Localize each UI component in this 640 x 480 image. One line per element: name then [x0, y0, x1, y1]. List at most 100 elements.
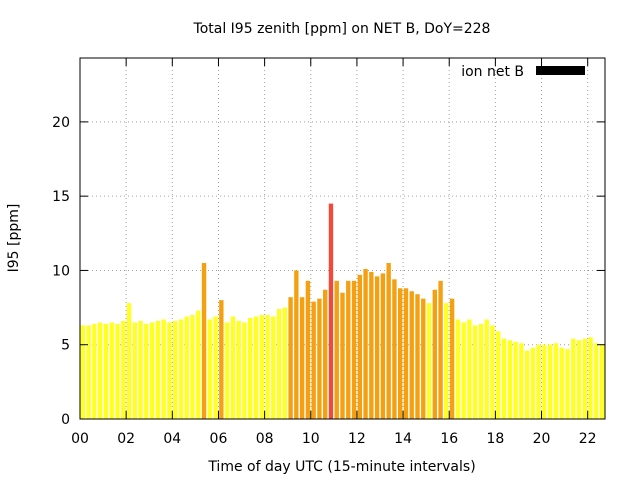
- bar: [299, 297, 305, 419]
- bar: [501, 338, 507, 419]
- bar: [224, 322, 230, 419]
- bar: [115, 323, 120, 419]
- bar: [421, 298, 426, 419]
- bar: [213, 316, 218, 419]
- bar: [594, 343, 599, 419]
- bar: [276, 309, 282, 419]
- bar: [242, 322, 247, 419]
- x-tick-label: 00: [71, 431, 89, 447]
- bar: [478, 323, 484, 419]
- bar: [553, 343, 559, 419]
- bar: [380, 273, 386, 419]
- bar: [271, 316, 276, 419]
- bar: [513, 341, 518, 419]
- x-tick-label: 22: [579, 431, 597, 447]
- bar: [178, 319, 184, 419]
- bar: [282, 307, 287, 419]
- bar: [484, 319, 489, 419]
- bar: [392, 279, 397, 419]
- bar: [340, 292, 345, 419]
- bar: [288, 297, 293, 419]
- bar: [548, 344, 553, 419]
- x-axis-ticks: 00 02 04 06 08 10 12 14 16 18 20 22: [71, 58, 597, 447]
- bar: [369, 271, 374, 419]
- bar: [201, 263, 207, 419]
- x-tick-label: 06: [210, 431, 228, 447]
- bar: [386, 263, 391, 419]
- bar: [438, 280, 443, 419]
- y-tick-label: 0: [61, 412, 70, 428]
- bar: [576, 340, 582, 419]
- bar: [167, 322, 172, 419]
- x-tick-label: 14: [394, 431, 412, 447]
- bar: [305, 280, 311, 419]
- x-tick-label: 10: [302, 431, 320, 447]
- bar: [155, 320, 161, 419]
- bar: [403, 288, 409, 419]
- bar: [92, 323, 97, 419]
- legend-label: ion net B: [461, 64, 524, 80]
- bar: [207, 319, 212, 419]
- bar: [328, 203, 334, 419]
- bar: [530, 347, 536, 419]
- bar: [374, 276, 380, 419]
- plot-frame: [79, 57, 606, 420]
- bar: [542, 344, 547, 419]
- bar: [363, 268, 368, 419]
- bar: [565, 349, 570, 419]
- bar: [559, 347, 564, 419]
- legend: ion net B: [461, 64, 585, 80]
- bar: [161, 319, 166, 419]
- bar: [144, 323, 149, 419]
- y-tick-label: 10: [52, 263, 70, 279]
- bar: [196, 310, 201, 419]
- x-tick-label: 04: [163, 431, 181, 447]
- x-tick-label: 16: [440, 431, 458, 447]
- bar: [357, 274, 362, 419]
- y-tick-label: 20: [52, 115, 70, 131]
- gridlines: [80, 58, 605, 419]
- bar-series: [80, 203, 605, 419]
- bar: [473, 325, 478, 419]
- bar: [346, 280, 351, 419]
- x-tick-label: 02: [117, 431, 135, 447]
- bar: [524, 350, 530, 419]
- y-tick-label: 15: [52, 189, 70, 205]
- y-axis-ticks: 0 5 10 15 20: [52, 115, 605, 428]
- bar: [449, 298, 455, 419]
- bar: [334, 280, 339, 419]
- bar: [184, 316, 189, 419]
- bar: [455, 319, 461, 419]
- bar: [588, 337, 593, 419]
- bar: [536, 344, 541, 419]
- bar: [265, 315, 270, 419]
- legend-swatch: [536, 66, 585, 75]
- x-tick-label: 08: [256, 431, 274, 447]
- bar: [109, 322, 114, 419]
- bar: [219, 300, 224, 419]
- bar: [173, 320, 178, 419]
- bar: [253, 316, 259, 419]
- y-axis-label: I95 [ppm]: [6, 204, 22, 273]
- bar: [98, 322, 103, 419]
- bar: [190, 315, 195, 419]
- bar: [121, 320, 126, 419]
- x-tick-label: 20: [533, 431, 551, 447]
- bar: [398, 288, 403, 419]
- x-tick-label: 12: [348, 431, 366, 447]
- bar: [294, 270, 299, 419]
- bar: [507, 340, 512, 419]
- bar: [323, 289, 328, 419]
- bar: [236, 320, 241, 419]
- x-tick-label: 18: [486, 431, 504, 447]
- bar: [149, 322, 155, 419]
- bar: [230, 316, 236, 419]
- bar: [103, 323, 109, 419]
- x-axis-label: Time of day UTC (15-minute intervals): [207, 459, 475, 475]
- bar: [496, 331, 501, 419]
- bar: [138, 320, 143, 419]
- bar: [415, 294, 420, 419]
- bar: [86, 325, 91, 419]
- bar: [444, 303, 449, 419]
- bar: [317, 298, 322, 419]
